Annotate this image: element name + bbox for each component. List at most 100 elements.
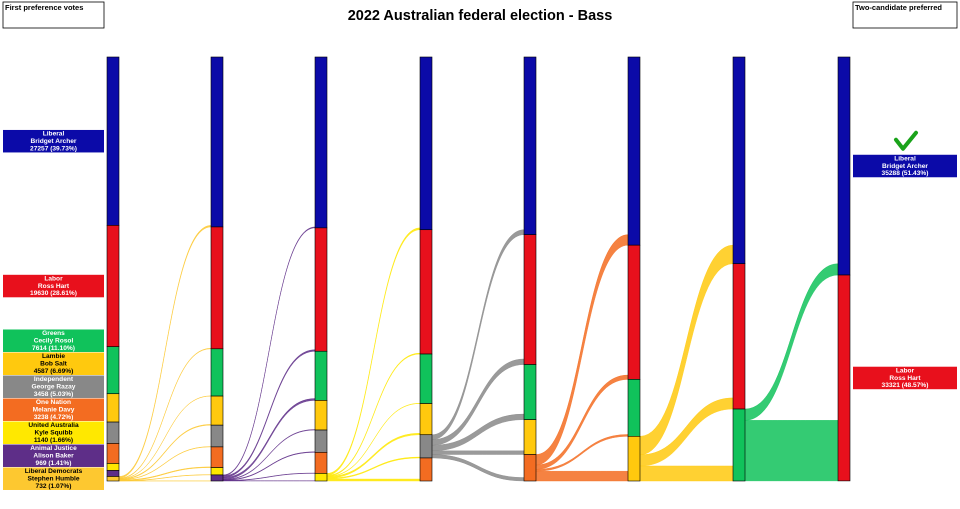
candidate-box: [3, 329, 104, 352]
candidate-party: Greens: [42, 330, 65, 337]
bar-segment: [106, 443, 120, 464]
bars: [106, 56, 851, 482]
bar-segment: [419, 353, 433, 404]
bar-segment: [106, 463, 120, 471]
vote-label: 19630 (28.61%): [30, 290, 77, 297]
flow: [639, 244, 734, 456]
vote-label: 1140 (1.66%): [34, 437, 73, 444]
candidate-box: [3, 444, 104, 467]
bar-segment: [627, 436, 641, 482]
bar-segment: [314, 452, 328, 474]
vote-label: 969 (1.41%): [36, 460, 72, 467]
candidate-name: Bridget Archer: [31, 138, 77, 145]
vote-label: 7614 (11.10%): [32, 345, 75, 352]
flow: [639, 465, 734, 482]
candidate-box: [853, 154, 957, 178]
bar-segment: [106, 421, 120, 444]
bar-segment: [732, 263, 746, 410]
candidate-party: Liberal: [894, 156, 916, 163]
bar-segment: [837, 56, 851, 276]
bar-segment: [314, 429, 328, 453]
bar-segment: [210, 474, 224, 482]
bar-segment: [419, 229, 433, 355]
flow: [431, 450, 525, 455]
bar-segment: [419, 457, 433, 482]
bar-segment: [210, 467, 224, 476]
candidate-name: Kyle Squibb: [34, 430, 72, 437]
candidate-name: Ross Hart: [38, 283, 70, 290]
bar-segment: [314, 350, 328, 401]
vote-label: 4587 (6.69%): [34, 368, 74, 375]
bar-segment: [106, 56, 120, 226]
flow: [535, 470, 629, 482]
candidate-party: Labor: [896, 367, 915, 374]
bar-segment: [106, 225, 120, 347]
candidate-party: Labor: [44, 276, 63, 283]
vote-label: 35288 (51.43%): [882, 170, 929, 177]
flow: [118, 225, 212, 479]
flow: [744, 263, 839, 421]
bar-segment: [732, 408, 746, 482]
bar-segment: [419, 434, 433, 459]
vote-label: 3238 (4.72%): [34, 414, 74, 421]
candidate-name: Bridget Archer: [882, 163, 928, 170]
bar-segment: [106, 393, 120, 423]
candidate-party: Liberal Democrats: [25, 468, 83, 475]
winner-check: [894, 130, 918, 151]
candidate-box: [853, 366, 957, 390]
candidate-name: George Razay: [32, 384, 76, 391]
bar-segment: [314, 473, 328, 482]
bar-segment: [523, 234, 537, 365]
vote-label: 33321 (48.57%): [882, 382, 929, 389]
bar-segment: [732, 56, 746, 265]
candidate-name: Melanie Davy: [33, 407, 75, 414]
flow: [118, 348, 212, 479]
bar-segment: [627, 379, 641, 437]
left-label: First preference votes: [5, 3, 83, 12]
bar-segment: [210, 395, 224, 426]
bar-segment: [314, 400, 328, 431]
bar-segment: [419, 403, 433, 436]
candidate-box: [3, 421, 104, 444]
bar-segment: [210, 446, 224, 468]
bar-segment: [627, 244, 641, 380]
bar-segment: [106, 346, 120, 395]
candidate-box: [3, 274, 104, 298]
candidate-name: Alison Baker: [33, 453, 74, 460]
candidate-party: Independent: [34, 376, 74, 383]
candidate-party: Animal Justice: [30, 445, 77, 452]
candidate-box: [3, 352, 104, 375]
bar-segment: [210, 424, 224, 448]
bar-segment: [523, 364, 537, 420]
bar-segment: [627, 56, 641, 246]
candidate-name: Stephen Humble: [27, 476, 79, 483]
candidate-box: [3, 398, 104, 421]
bar-segment: [106, 476, 120, 482]
bar-segment: [523, 454, 537, 482]
candidate-party: Lambie: [42, 353, 65, 360]
bar-segment: [523, 56, 537, 235]
flow: [535, 234, 629, 466]
bar-segment: [106, 470, 120, 477]
right-label-box: [852, 1, 958, 29]
flow: [744, 420, 839, 482]
flows: [118, 225, 839, 482]
flow: [431, 454, 525, 482]
bar-segment: [523, 419, 537, 455]
right-label: Two-candidate preferred: [855, 3, 942, 12]
flow: [118, 424, 212, 480]
candidate-name: Cecily Rosol: [34, 338, 74, 345]
candidate-box: [3, 129, 104, 153]
flow: [222, 349, 316, 478]
candidate-box: [3, 467, 104, 490]
candidate-party: One Nation: [36, 399, 71, 406]
bar-segment: [210, 56, 224, 228]
flow: [118, 395, 212, 480]
bar-segment: [314, 227, 328, 352]
candidate-party: United Australia: [28, 422, 79, 429]
candidate-name: Ross Hart: [889, 375, 921, 382]
bar-segment: [837, 274, 851, 482]
bar-segment: [314, 56, 328, 229]
